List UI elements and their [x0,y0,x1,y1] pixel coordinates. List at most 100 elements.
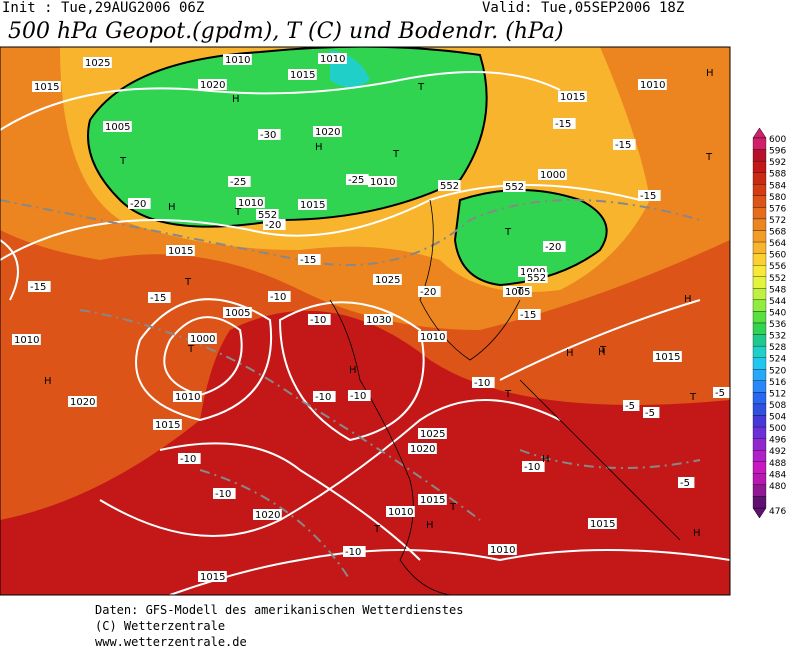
pressure-center: T [392,149,400,160]
isotherms [0,199,701,581]
label-box [288,69,317,80]
colorbar-swatch [752,184,767,196]
contour-label: 1010 [225,55,250,66]
map-frame [0,46,731,596]
contour-label: 1015 [590,519,615,530]
contour-label: 1010 [238,198,263,209]
label-box [373,274,402,285]
contour-label: -10 [180,454,196,465]
label-box [223,307,252,318]
contour-label: 1010 [175,392,200,403]
field-red [0,310,730,595]
label-box [173,391,202,402]
colorbar-swatch [752,137,767,150]
label-box [623,400,640,411]
label-box [298,199,327,210]
colorbar-label: 580 [769,193,786,203]
pressure-center: T [599,345,607,356]
pressure-center: T [516,286,524,297]
label-box [525,272,548,283]
colorbar-swatch [752,461,767,474]
colorbar-swatch [752,218,767,231]
pressure-center: H [349,365,357,376]
contour-label: 1030 [366,315,391,326]
label-box [418,428,447,439]
colorbar-swatch [752,369,767,381]
pressure-center: H [426,520,434,531]
colorbar-label: 532 [769,332,786,342]
label-box [553,118,576,129]
pressure-center: H [693,528,701,539]
label-box [223,54,252,65]
colorbar-swatch [752,484,767,497]
colorbar-label: 488 [769,459,786,469]
label-box [418,331,447,342]
colorbar-swatch [752,415,767,428]
label-box [228,176,251,187]
label-box [518,266,547,277]
contour-label: -5 [645,408,655,419]
contour-label: 1025 [420,429,445,440]
contour-label: 552 [258,210,277,221]
contour-label: -5 [680,478,690,489]
pressure-center: T [504,227,512,238]
contour-label: -10 [215,489,231,500]
contour-label: 1015 [655,352,680,363]
contour-label: 1020 [255,510,280,521]
contour-label: -10 [524,462,540,473]
label-box [28,281,51,292]
pressure-center: H [542,454,550,465]
pressure-center: H [706,68,714,79]
colorbar-label: 504 [769,413,786,423]
label-box [346,174,369,185]
colorbar-label: 476 [769,507,786,517]
contour-label: 1005 [225,308,250,319]
contour-label: -10 [350,391,366,402]
colorbar-label: 600 [769,135,786,145]
contour-label: 1015 [300,200,325,211]
contour-label: 1020 [70,397,95,408]
init-time: Init : Tue,29AUG2006 06Z [2,0,204,16]
colorbar-swatch [752,311,767,324]
colorbar-swatch [752,380,767,393]
label-box [408,443,437,454]
label-box [103,121,132,132]
label-box [313,126,342,137]
footer-source: Daten: GFS-Modell des amerikanischen Wet… [95,603,463,617]
contour-label: -10 [310,315,326,326]
label-box [198,79,227,90]
label-box [348,390,371,401]
label-box [653,351,682,362]
label-box [32,81,61,92]
colorbar-label: 596 [769,147,786,157]
contour-label: -10 [474,378,490,389]
colorbar-swatch [752,496,767,509]
colorbar-label: 544 [769,297,786,307]
label-box [364,314,393,325]
label-box [488,544,517,555]
colorbar-swatch [752,438,767,451]
label-box [386,506,415,517]
contour-label: 1020 [200,80,225,91]
pressure-center: H [232,94,240,105]
contour-label: -20 [545,242,561,253]
contour-label: 1020 [315,127,340,138]
colorbar-swatch [752,334,767,347]
colorbar-label: 500 [769,424,786,434]
colorbar-label: 496 [769,436,786,446]
contour-label: -25 [230,177,246,188]
label-box [256,209,279,220]
pressure-center: T [119,156,127,167]
contour-label: 1015 [34,82,59,93]
contour-label: -20 [265,220,281,231]
pressure-center: T [373,524,381,535]
contour-label: 1010 [388,507,413,518]
footer-copyright: (C) Wetterzentrale [95,619,225,633]
contour-label: 1020 [410,444,435,455]
colorbar-label: 572 [769,216,786,226]
isobars [0,71,730,595]
label-box [588,518,617,529]
label-box [188,333,217,344]
contour-label: -15 [555,119,571,130]
